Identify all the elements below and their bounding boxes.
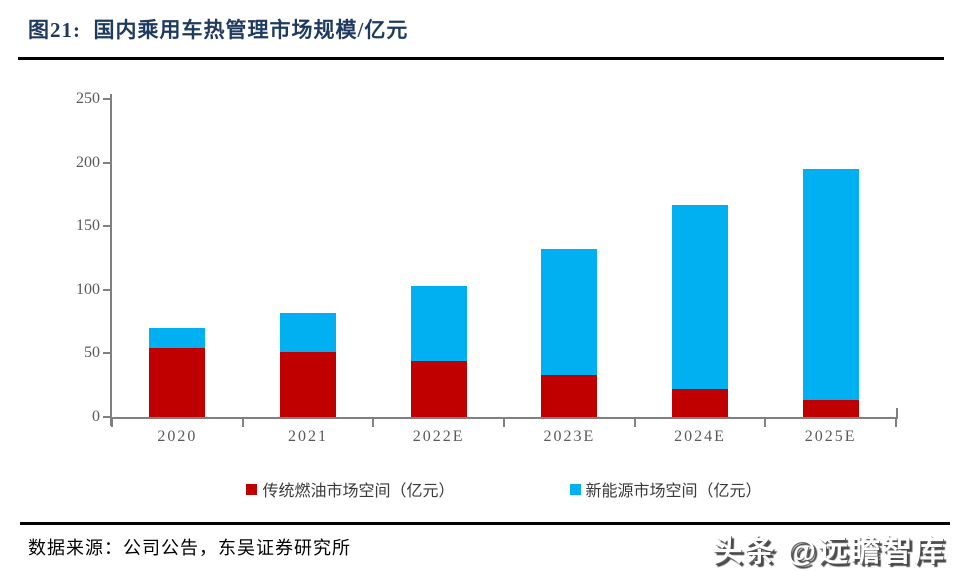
y-axis-tick-label: 0 (92, 408, 100, 425)
x-axis-label-2020: 2020 (157, 428, 198, 445)
legend-swatch-traditional-fuel (246, 483, 258, 495)
bar-segment-new-energy-2022E (410, 285, 467, 362)
bar-segment-traditional-2022E (410, 361, 467, 417)
x-axis-end-tick (896, 408, 898, 417)
x-axis-tick (241, 419, 244, 427)
y-axis-tick (103, 225, 110, 228)
y-axis-tick (103, 416, 110, 418)
x-axis-tick (633, 419, 636, 427)
x-axis-label-2023E: 2023E (543, 428, 596, 445)
x-axis-tick (503, 419, 505, 427)
y-axis-tick-label: 150 (76, 217, 100, 235)
chart-legend: 传统燃油市场空间（亿元） 新能源市场空间（亿元） (112, 477, 896, 501)
y-axis-tick-label: 50 (84, 344, 100, 362)
data-source-text: 数据来源：公司公告，东吴证券研究所 (28, 538, 351, 558)
y-axis-tick (103, 288, 110, 291)
x-axis-label-2025E: 2025E (804, 428, 857, 445)
y-axis-tick-label: 250 (76, 90, 100, 107)
legend-label-traditional-fuel: 传统燃油市场空间（亿元） (262, 483, 455, 500)
y-axis-tick (103, 352, 110, 355)
legend-swatch-new-energy (569, 483, 581, 495)
figure-title: 图21: 国内乘用车热管理市场规模/亿元 (28, 18, 409, 42)
y-axis-line (110, 94, 112, 426)
x-axis-tick (111, 419, 113, 427)
bar-segment-traditional-2025E (802, 400, 859, 417)
x-axis-label-2021: 2021 (288, 428, 328, 445)
x-axis-tick (895, 419, 897, 427)
bar-segment-new-energy-2020 (149, 327, 206, 349)
x-axis-label-2022E: 2022E (412, 428, 465, 445)
title-divider-line (18, 57, 944, 60)
bar-segment-traditional-2024E (672, 389, 728, 417)
x-axis-label-2024E: 2024E (674, 428, 726, 445)
bar-segment-traditional-2020 (149, 348, 206, 417)
y-axis-tick-label: 100 (76, 280, 100, 298)
x-axis-line (110, 417, 898, 419)
watermark-text: 头条 @远瞻智库 (712, 535, 946, 568)
bar-segment-traditional-2021 (280, 352, 336, 417)
bar-segment-new-energy-2024E (672, 204, 728, 389)
bar-segment-traditional-2023E (541, 375, 598, 417)
bar-segment-new-energy-2021 (280, 312, 336, 353)
legend-item-traditional-fuel: 传统燃油市场空间（亿元） (246, 477, 455, 501)
legend-item-new-energy: 新能源市场空间（亿元） (569, 477, 762, 501)
y-axis-tick-label: 200 (76, 153, 100, 171)
y-axis-tick (103, 161, 110, 164)
footer-divider-line (20, 522, 950, 525)
x-axis-tick (764, 419, 767, 427)
legend-label-new-energy: 新能源市场空间（亿元） (585, 483, 762, 500)
bar-segment-new-energy-2023E (541, 249, 598, 376)
bar-segment-new-energy-2025E (802, 168, 859, 401)
x-axis-tick (372, 419, 375, 427)
y-axis-tick (103, 98, 110, 100)
